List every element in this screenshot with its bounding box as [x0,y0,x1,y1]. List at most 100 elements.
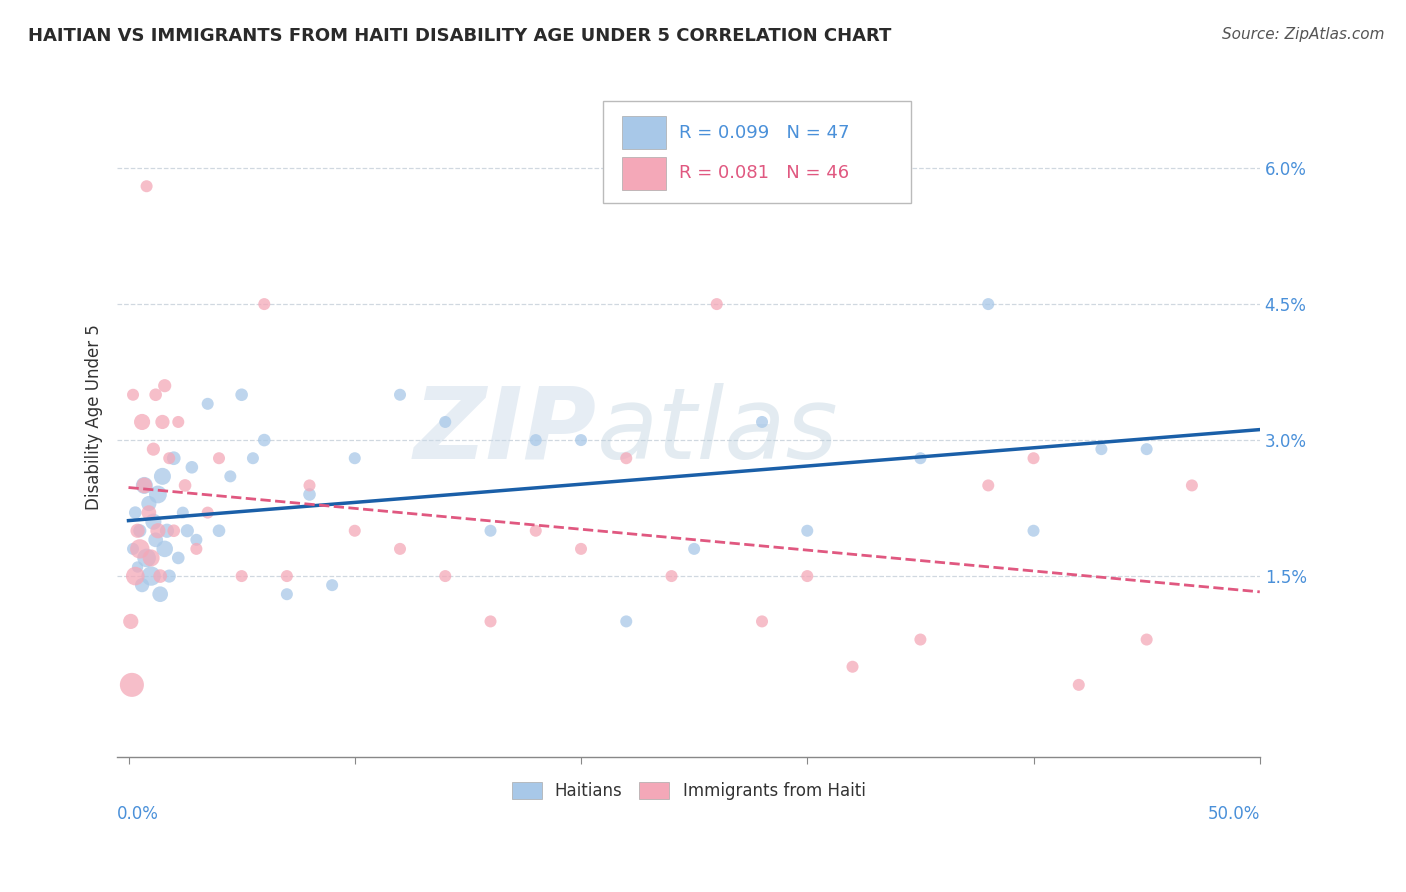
Point [121,678,143,692]
Point [208,524,231,538]
Text: R = 0.099   N = 47: R = 0.099 N = 47 [679,123,849,142]
Point [180,460,202,475]
Point [128,524,150,538]
Point [661,569,683,583]
Point [977,297,1000,311]
Point [139,550,162,565]
Point [389,541,412,556]
Point [242,451,264,466]
Point [389,388,412,402]
Point [146,487,169,501]
Y-axis label: Disability Age Under 5: Disability Age Under 5 [86,325,103,510]
Point [208,451,231,466]
Bar [623,116,665,149]
Bar [623,157,665,190]
Point [1022,451,1045,466]
Point [977,478,1000,492]
Point [163,451,186,466]
Point [163,524,186,538]
Text: 50.0%: 50.0% [1208,805,1260,823]
Point [1022,524,1045,538]
Point [134,478,156,492]
Text: ZIP: ZIP [415,383,598,480]
Point [145,533,167,547]
Point [124,569,146,583]
Text: Source: ZipAtlas.com: Source: ZipAtlas.com [1222,27,1385,42]
Point [434,569,457,583]
Point [138,497,160,511]
Point [157,451,180,466]
Point [683,541,706,556]
Text: atlas: atlas [598,383,839,480]
Point [135,550,157,565]
Point [219,469,242,483]
Text: HAITIAN VS IMMIGRANTS FROM HAITI DISABILITY AGE UNDER 5 CORRELATION CHART: HAITIAN VS IMMIGRANTS FROM HAITI DISABIL… [28,27,891,45]
Point [1136,442,1159,457]
Point [298,487,321,501]
Point [127,524,149,538]
Point [569,541,592,556]
Point [524,433,547,447]
Point [186,541,208,556]
Point [167,415,190,429]
Point [176,524,198,538]
Point [149,587,172,601]
Point [253,297,276,311]
Point [276,587,298,601]
Point [186,533,208,547]
Text: 0.0%: 0.0% [117,805,159,823]
Point [479,524,502,538]
Point [841,659,863,673]
Point [614,451,637,466]
Point [139,569,162,583]
Point [152,415,174,429]
Point [120,615,142,629]
Point [569,433,592,447]
Point [167,550,190,565]
Point [343,524,366,538]
Point [910,451,932,466]
Point [122,541,145,556]
Point [321,578,343,592]
Point [174,478,197,492]
Point [343,451,366,466]
Point [135,179,157,194]
Point [479,615,502,629]
Point [122,388,145,402]
Point [197,506,219,520]
Point [153,541,176,556]
Point [138,506,160,520]
Point [276,569,298,583]
Point [145,388,167,402]
Point [149,569,172,583]
Point [134,478,156,492]
Point [796,524,818,538]
Point [156,524,179,538]
Point [127,560,149,574]
Text: R = 0.081   N = 46: R = 0.081 N = 46 [679,164,849,182]
Point [524,524,547,538]
Point [157,569,180,583]
Point [434,415,457,429]
Point [131,415,153,429]
Point [706,297,728,311]
FancyBboxPatch shape [603,101,911,203]
Point [253,433,276,447]
Point [614,615,637,629]
Point [131,578,153,592]
Point [142,515,165,529]
Point [1090,442,1112,457]
Point [231,569,253,583]
Point [298,478,321,492]
Point [231,388,253,402]
Point [751,615,773,629]
Point [153,378,176,392]
Point [172,506,194,520]
Point [1067,678,1090,692]
Point [1136,632,1159,647]
Point [796,569,818,583]
Point [910,632,932,647]
Point [124,506,146,520]
Point [197,397,219,411]
Legend: Haitians, Immigrants from Haiti: Haitians, Immigrants from Haiti [505,775,872,807]
